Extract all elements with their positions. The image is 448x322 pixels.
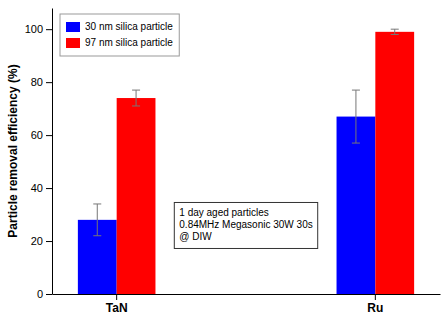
y-tick-label: 20 (31, 235, 43, 247)
error-bar-stem (97, 204, 98, 236)
marks (78, 29, 414, 294)
error-bar-cap (391, 34, 399, 35)
legend-swatch (66, 22, 80, 32)
x-tick-label: TaN (106, 301, 128, 315)
x-tick: Ru (367, 294, 383, 315)
annotation-line: 0.84MHz Megasonic 30W 30s (179, 219, 312, 230)
y-tick-mark (46, 82, 52, 83)
x-tick: TaN (106, 294, 128, 315)
legend-box (60, 14, 179, 56)
annotation: 1 day aged particles0.84MHz Megasonic 30… (174, 202, 317, 248)
error-bar-cap (352, 143, 360, 144)
y-tick-label: 60 (31, 129, 43, 141)
error-bar-stem (136, 90, 137, 106)
y-tick: 40 (31, 182, 52, 194)
y-tick-mark (46, 29, 52, 30)
chart: 0 20 40 60 80 100 TaN Ru 30 nm silica particle 97… (0, 0, 448, 322)
error-bar-stem (394, 29, 395, 34)
y-tick-label: 100 (25, 23, 43, 35)
x-axis-line (53, 294, 441, 295)
error-bar-cap (132, 105, 140, 106)
y-tick: 80 (31, 76, 52, 88)
legend-label: 97 nm silica particle (85, 37, 173, 48)
error-bar-stem (355, 90, 356, 143)
x-tick-label: Ru (367, 301, 383, 315)
y-tick-mark (46, 135, 52, 136)
x-axis: TaN Ru (53, 294, 441, 315)
page: {"chart_data": {"type": "bar", "categori… (0, 0, 448, 322)
y-axis-title: Particle removal efficiency (%) (6, 64, 20, 237)
y-tick: 0 (37, 288, 52, 300)
error-bar (93, 204, 101, 236)
bar (117, 98, 156, 294)
annotation-line: @ DIW (179, 231, 212, 242)
y-tick-label: 40 (31, 182, 43, 194)
plot: 0 20 40 60 80 100 TaN Ru 30 nm silica particle 97… (25, 9, 441, 315)
y-tick: 60 (31, 129, 52, 141)
error-bar-cap (391, 29, 399, 30)
error-bar-cap (352, 90, 360, 91)
y-tick-mark (46, 188, 52, 189)
y-tick: 20 (31, 235, 52, 247)
legend: 30 nm silica particle 97 nm silica partic… (60, 14, 179, 56)
x-tick-mark (375, 294, 376, 300)
legend-swatch (66, 38, 80, 48)
legend-item: 97 nm silica particle (66, 37, 173, 48)
error-bar (391, 29, 399, 34)
annotation-line: 1 day aged particles (179, 207, 269, 218)
y-tick-label: 0 (37, 288, 43, 300)
y-tick: 100 (25, 23, 52, 35)
x-tick-mark (116, 294, 117, 300)
y-tick-mark (46, 241, 52, 242)
annotation-box (174, 202, 317, 248)
series (78, 90, 375, 294)
bar (375, 32, 414, 294)
y-tick-label: 80 (31, 76, 43, 88)
error-bar-cap (93, 235, 101, 236)
y-tick-mark (46, 294, 52, 295)
bar (337, 117, 376, 294)
legend-item: 30 nm silica particle (66, 21, 173, 32)
y-axis: 0 20 40 60 80 100 (25, 9, 53, 301)
legend-label: 30 nm silica particle (85, 21, 173, 32)
error-bar (132, 90, 140, 106)
error-bar-cap (132, 90, 140, 91)
y-axis-line (52, 9, 53, 295)
series (117, 29, 414, 294)
error-bar-cap (93, 203, 101, 204)
error-bar (352, 90, 360, 143)
